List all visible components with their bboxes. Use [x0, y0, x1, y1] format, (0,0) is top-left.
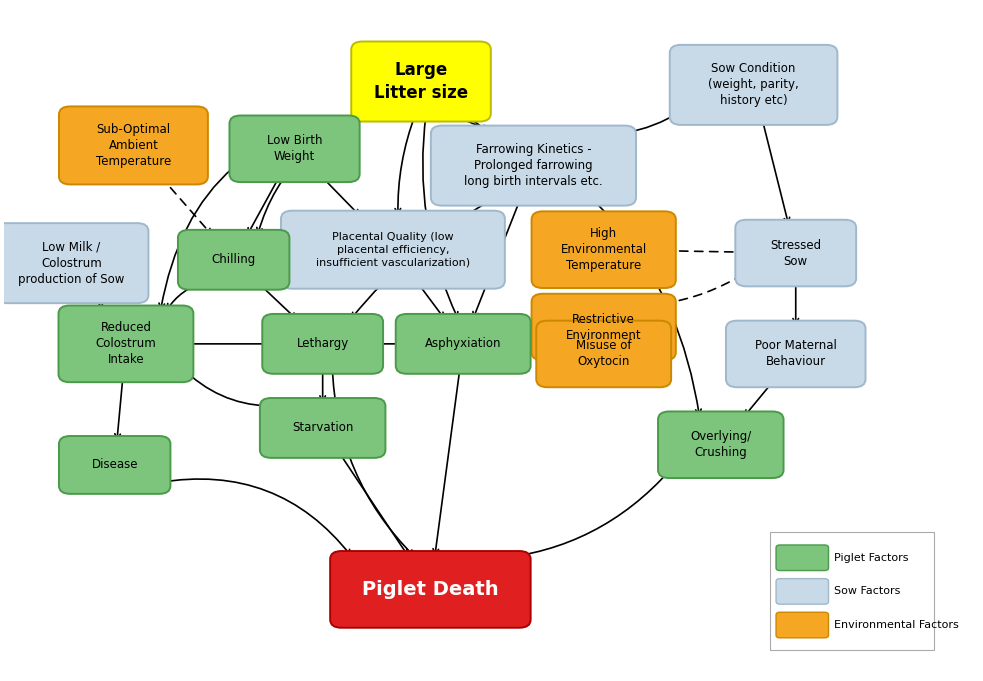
Text: High
Environmental
Temperature: High Environmental Temperature — [560, 227, 647, 272]
Text: Poor Maternal
Behaviour: Poor Maternal Behaviour — [755, 339, 837, 368]
FancyBboxPatch shape — [229, 116, 360, 182]
Text: Asphyxiation: Asphyxiation — [425, 337, 501, 350]
FancyBboxPatch shape — [669, 45, 838, 125]
FancyBboxPatch shape — [262, 314, 383, 374]
FancyBboxPatch shape — [431, 125, 636, 206]
Text: Piglet Death: Piglet Death — [362, 580, 498, 599]
FancyBboxPatch shape — [658, 411, 783, 478]
FancyBboxPatch shape — [532, 294, 676, 360]
Text: Low Birth
Weight: Low Birth Weight — [266, 134, 322, 163]
FancyBboxPatch shape — [532, 211, 676, 288]
FancyBboxPatch shape — [776, 579, 829, 604]
Text: Reduced
Colostrum
Intake: Reduced Colostrum Intake — [95, 321, 156, 366]
Text: Lethargy: Lethargy — [297, 337, 349, 350]
Text: Misuse of
Oxytocin: Misuse of Oxytocin — [576, 339, 631, 368]
Text: Stressed
Sow: Stressed Sow — [770, 238, 821, 268]
FancyBboxPatch shape — [776, 612, 829, 638]
FancyBboxPatch shape — [735, 220, 856, 286]
Text: Low Milk /
Colostrum
production of Sow: Low Milk / Colostrum production of Sow — [19, 240, 125, 285]
FancyBboxPatch shape — [330, 551, 531, 628]
FancyBboxPatch shape — [537, 321, 671, 387]
FancyBboxPatch shape — [351, 42, 491, 121]
Text: Starvation: Starvation — [292, 422, 353, 434]
Text: Sow Condition
(weight, parity,
history etc): Sow Condition (weight, parity, history e… — [708, 63, 799, 108]
FancyBboxPatch shape — [0, 223, 148, 303]
FancyBboxPatch shape — [281, 210, 505, 289]
Text: Chilling: Chilling — [211, 253, 256, 266]
Text: Restrictive
Environment: Restrictive Environment — [566, 313, 642, 342]
Text: Overlying/
Crushing: Overlying/ Crushing — [690, 430, 751, 459]
FancyBboxPatch shape — [725, 321, 865, 387]
FancyBboxPatch shape — [771, 533, 935, 650]
FancyBboxPatch shape — [260, 398, 385, 458]
FancyBboxPatch shape — [178, 230, 289, 289]
Text: Sow Factors: Sow Factors — [835, 586, 900, 597]
Text: Sub-Optimal
Ambient
Temperature: Sub-Optimal Ambient Temperature — [95, 123, 171, 168]
FancyBboxPatch shape — [396, 314, 531, 374]
FancyBboxPatch shape — [59, 306, 194, 382]
Text: Environmental Factors: Environmental Factors — [835, 620, 958, 630]
FancyBboxPatch shape — [776, 545, 829, 571]
FancyBboxPatch shape — [59, 106, 208, 185]
Text: Disease: Disease — [91, 458, 138, 471]
Text: Large
Litter size: Large Litter size — [374, 61, 468, 101]
Text: Placental Quality (low
placental efficiency,
insufficient vascularization): Placental Quality (low placental efficie… — [316, 232, 470, 267]
FancyBboxPatch shape — [59, 436, 170, 494]
Text: Farrowing Kinetics -
Prolonged farrowing
long birth intervals etc.: Farrowing Kinetics - Prolonged farrowing… — [464, 143, 603, 188]
Text: Piglet Factors: Piglet Factors — [835, 553, 908, 563]
